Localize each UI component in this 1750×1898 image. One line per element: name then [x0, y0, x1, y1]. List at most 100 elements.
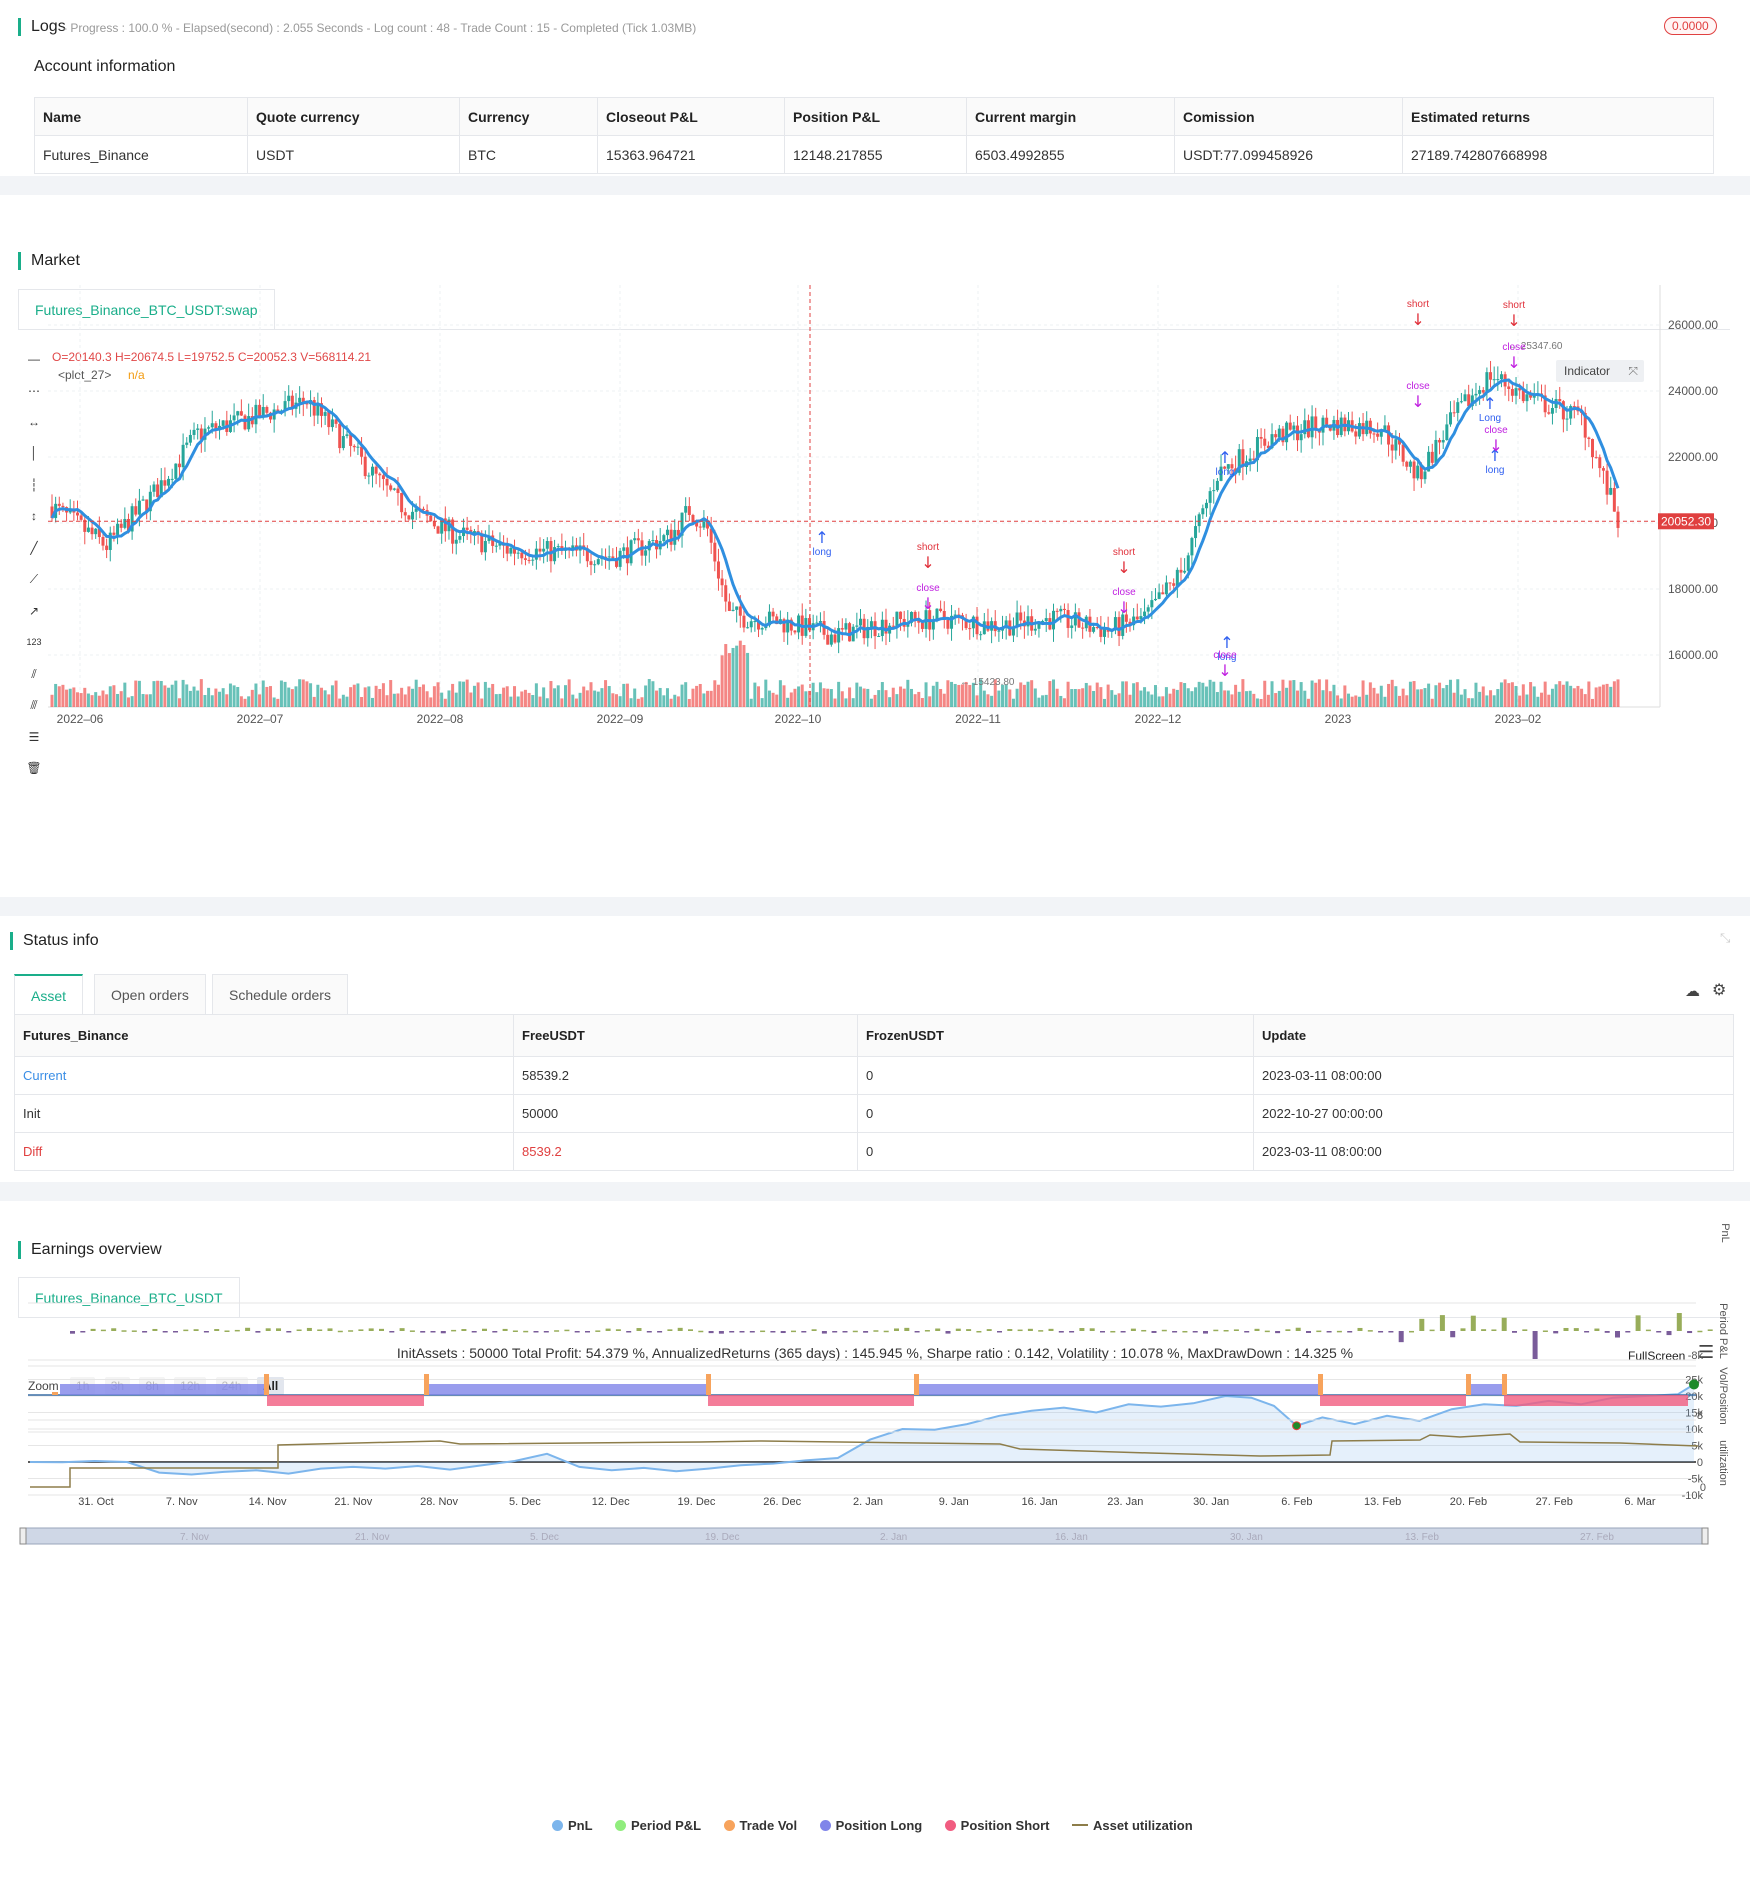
pnl-tick-label: 15k — [1685, 1408, 1703, 1420]
low-price-label: ← 15423.80 — [960, 677, 1015, 688]
legend-position-long[interactable]: Position Long — [819, 1818, 922, 1833]
candlestick-chart[interactable]: 26000.0024000.0022000.0020000.0018000.00… — [0, 195, 1750, 897]
legend-line — [1071, 1824, 1088, 1826]
x-tick-label: 13. Feb — [1364, 1496, 1401, 1508]
candle-body — [651, 540, 655, 542]
candle-body — [698, 526, 702, 528]
period-pnl-bar — [1635, 1315, 1641, 1331]
col-current-margin: Current margin — [966, 97, 1175, 136]
horizontal-line-icon[interactable]: — — [28, 352, 40, 366]
candle-body — [746, 627, 750, 629]
candle-body — [760, 628, 764, 630]
candle-body — [1150, 600, 1154, 608]
candle-body — [163, 480, 167, 486]
indicator-button[interactable]: Indicator ⤧ — [1556, 360, 1644, 382]
period-pnl-bar — [255, 1331, 261, 1333]
expand-icon[interactable]: ⤧ — [1628, 364, 1638, 378]
volume-bar — [982, 690, 986, 707]
volume-bar — [713, 680, 717, 707]
candle-body — [1561, 401, 1565, 420]
volume-bar — [909, 688, 913, 707]
volume-bar — [534, 683, 538, 707]
volume-bar — [1357, 696, 1361, 707]
volume-bar — [1139, 690, 1143, 707]
candle-body — [505, 545, 509, 554]
volume-bar — [1463, 689, 1467, 707]
vertical-line-icon[interactable]: │ — [30, 446, 38, 460]
legend-pnl[interactable]: PnL — [552, 1818, 593, 1833]
vertical-ray-icon[interactable]: ┆ — [30, 478, 38, 492]
candle-body — [432, 521, 436, 527]
volume-bar — [1598, 686, 1602, 707]
trash-icon[interactable]: 🗑 — [26, 761, 42, 775]
candle-body — [287, 395, 291, 402]
legend-position-short[interactable]: Position Short — [944, 1818, 1050, 1833]
candle-body — [327, 412, 331, 428]
volume-bar — [600, 688, 604, 707]
collapse-icon[interactable]: ⤡ — [1720, 930, 1731, 945]
period-pnl-bar — [832, 1331, 838, 1333]
volume-bar — [1387, 683, 1391, 707]
extended-line-icon[interactable]: ↔ — [28, 415, 40, 429]
signal-arrow-close: ↓ — [921, 594, 934, 613]
candle-body — [1481, 390, 1485, 393]
candle-body — [86, 527, 90, 532]
price-label-icon[interactable]: 123 — [26, 637, 42, 647]
candle-body — [731, 609, 735, 611]
tab-earnings-symbol[interactable]: Futures_Binance_BTC_USDT — [18, 1277, 240, 1317]
arrow-line-icon[interactable]: ↗ — [28, 604, 40, 618]
logs-badge[interactable]: 0.0000 — [1664, 17, 1717, 35]
tab-schedule-orders[interactable]: Schedule orders — [212, 974, 348, 1014]
signal-arrow-long: ↑ — [1218, 448, 1231, 467]
period-pnl-bar — [718, 1331, 724, 1334]
menu-icon[interactable]: ☰ — [1698, 1342, 1715, 1362]
vertical-segment-icon[interactable]: ↕ — [31, 509, 37, 523]
volume-bar — [1248, 690, 1252, 707]
signal-arrow-long: ↑ — [1488, 446, 1501, 465]
volume-bar — [979, 679, 983, 707]
horizontal-ray-icon[interactable]: ⋯ — [28, 384, 40, 398]
volume-bar — [877, 690, 881, 707]
volume-bar — [214, 688, 218, 707]
period-pnl-bar — [1367, 1330, 1373, 1332]
candle-body — [891, 625, 895, 627]
volume-bar — [1303, 690, 1307, 707]
fib-retracement-icon[interactable]: ☰ — [28, 730, 40, 744]
legend-asset-utilization[interactable]: Asset utilization — [1071, 1818, 1193, 1833]
candle-body — [815, 622, 819, 624]
period-pnl-bar — [1594, 1328, 1600, 1331]
parallel-channel-icon[interactable]: ⫽ — [31, 667, 37, 681]
legend-trade-vol[interactable]: Trade Vol — [723, 1818, 797, 1833]
signal-label-close: close — [1406, 381, 1430, 392]
candle-body — [818, 621, 822, 623]
fib-channel-icon[interactable]: ⫻ — [30, 698, 38, 712]
account-row: Futures_Binance USDT BTC 15363.964721 12… — [34, 135, 1714, 174]
volume-bar — [1186, 688, 1190, 707]
candle-body — [1357, 423, 1361, 437]
candle-body — [782, 619, 786, 633]
volume-bar — [1459, 694, 1463, 707]
cell: 2023-03-11 08:00:00 — [1253, 1132, 1734, 1171]
volume-bar — [1314, 682, 1318, 707]
period-pnl-bar — [533, 1331, 539, 1333]
volume-bar — [1394, 686, 1398, 707]
volume-bar — [968, 684, 972, 707]
tab-market-symbol[interactable]: Futures_Binance_BTC_USDT:swap — [18, 289, 275, 329]
tab-asset[interactable]: Asset — [14, 974, 84, 1014]
legend-period-pnl[interactable]: Period P&L — [615, 1818, 701, 1833]
tab-open-orders[interactable]: Open orders — [94, 974, 206, 1014]
volume-bar — [502, 687, 506, 707]
period-pnl-bar — [801, 1331, 807, 1333]
ray-line-icon[interactable]: ⟋ — [29, 572, 39, 586]
period-pnl-bar — [1512, 1331, 1517, 1333]
volume-bar — [749, 698, 753, 707]
volume-bar — [1146, 691, 1150, 707]
cloud-download-icon[interactable]: ☁ — [1685, 983, 1700, 1000]
gear-icon[interactable]: ⚙ — [1712, 982, 1727, 999]
volume-bar — [1219, 681, 1223, 707]
candle-body — [1492, 379, 1496, 381]
trend-line-icon[interactable]: ╱ — [30, 541, 38, 555]
period-pnl-bar — [1553, 1331, 1559, 1334]
period-pnl-bar — [337, 1330, 343, 1333]
